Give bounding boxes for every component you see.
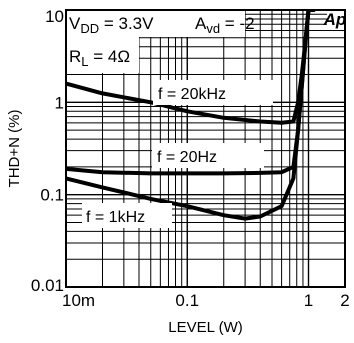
annotation-rl: RL = 4Ω — [69, 47, 130, 69]
y-axis-title: THD+N (%) — [6, 110, 23, 188]
y-tick-label: 10 — [45, 7, 64, 26]
logo-bg — [327, 11, 344, 29]
plot-frame — [65, 9, 346, 288]
annotation-avd: Avd = -2 — [195, 14, 255, 36]
series-label-0: f = 20kHz — [158, 86, 226, 103]
annotation-bg — [67, 37, 139, 73]
x-tick-label: 10m — [62, 291, 95, 310]
annotation-vdd: VDD = 3.3V — [69, 14, 154, 36]
curves — [66, 10, 316, 221]
x-tick-label: 0.1 — [175, 291, 199, 310]
x-axis-title: LEVEL (W) — [168, 319, 242, 336]
x-tick-label: 1 — [304, 291, 313, 310]
series-label-1: f = 20Hz — [157, 149, 217, 166]
logo: Ap — [323, 10, 347, 29]
series-line-2 — [66, 10, 316, 221]
x-tick-label: 2 — [340, 291, 349, 310]
annotation-bg — [67, 11, 245, 37]
labels: VDD = 3.3V Avd = -2 RL = 4Ω Ap f = 20kHz f = … — [6, 7, 350, 336]
series-label-2: f = 1kHz — [86, 209, 145, 226]
y-tick-label: 1 — [55, 93, 64, 112]
label-bg — [153, 80, 273, 105]
grid — [66, 10, 345, 287]
y-tick-label: 0.1 — [40, 186, 64, 205]
label-bg — [152, 143, 264, 168]
y-tick-label: 0.01 — [31, 276, 64, 295]
label-bg — [82, 203, 172, 228]
curve-group — [66, 10, 316, 221]
